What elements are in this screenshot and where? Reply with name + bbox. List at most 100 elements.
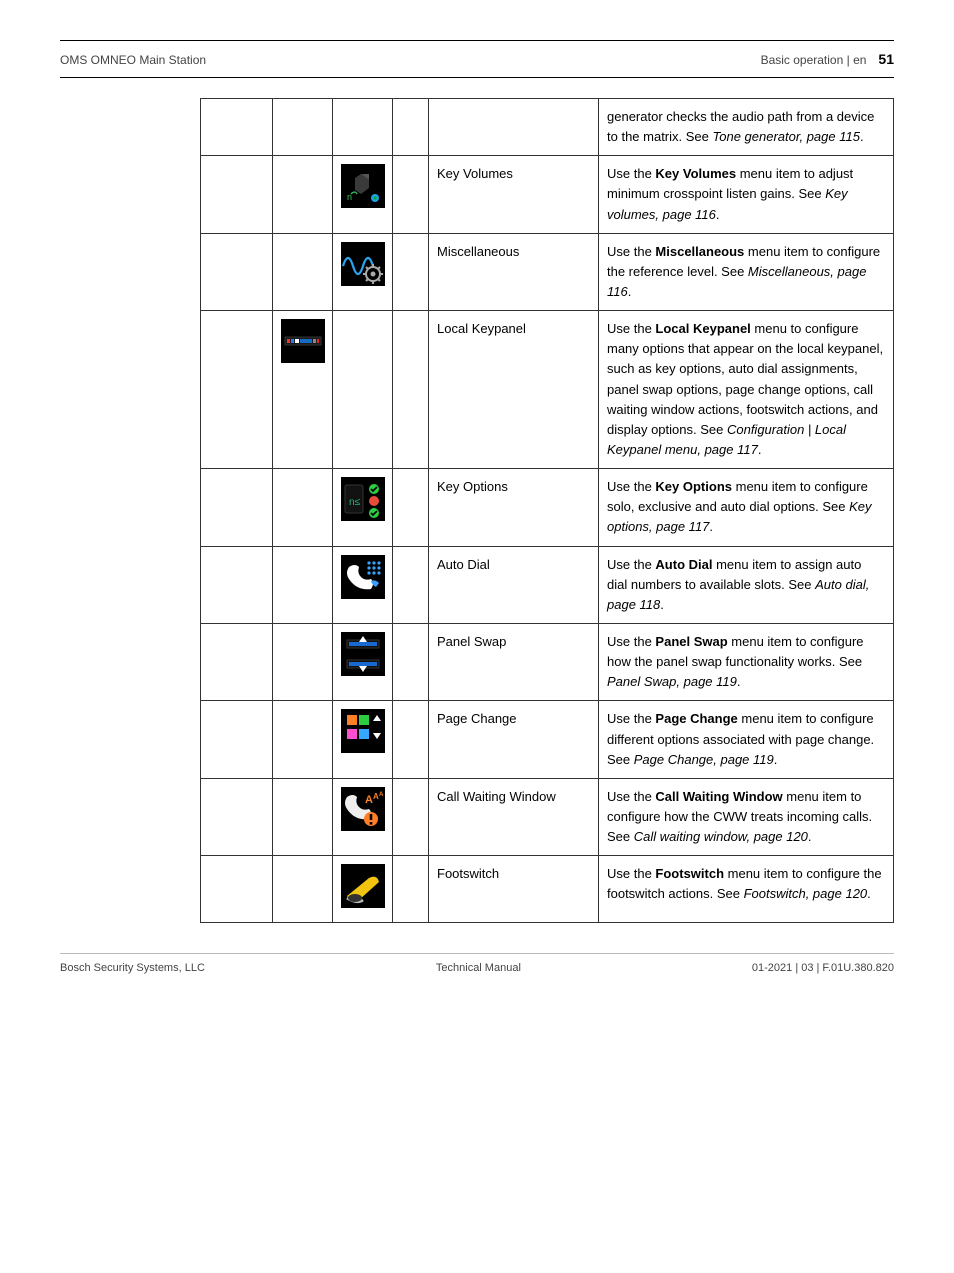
menu-bold: Local Keypanel [655,321,750,336]
top-rule [60,40,894,41]
menu-item-name: Call Waiting Window [429,778,599,855]
table-row: MiscellaneousUse the Miscellaneous menu … [201,233,894,310]
menu-item-description: Use the Key Options menu item to configu… [599,469,894,546]
table-row: n Key VolumesUse the Key Volumes menu it… [201,156,894,233]
indent-cell [393,233,429,310]
indent-cell [273,233,333,310]
table-row: n≤ Key OptionsUse the Key Options menu i… [201,469,894,546]
indent-cell [201,311,273,469]
indent-cell [393,623,429,700]
menu-bold: Key Volumes [655,166,736,181]
menu-item-description: generator checks the audio path from a d… [599,99,894,156]
menu-item-name: Page Change [429,701,599,778]
header-left: OMS OMNEO Main Station [60,53,206,67]
menu-item-description: Use the Auto Dial menu item to assign au… [599,546,894,623]
menu-reference: Auto dial, page 118 [607,577,869,612]
table-row: generator checks the audio path from a d… [201,99,894,156]
indent-cell [201,469,273,546]
footswitch-icon [341,864,385,908]
menu-bold: Miscellaneous [655,244,744,259]
indent-cell [393,778,429,855]
svg-text:A: A [365,794,373,806]
menu-reference: Tone generator, page 115 [713,129,860,144]
indent-cell [393,701,429,778]
indent-cell [201,233,273,310]
menu-item-description: Use the Local Keypanel menu to configure… [599,311,894,469]
key-volumes-icon: n [341,164,385,208]
menu-bold: Panel Swap [655,634,727,649]
indent-cell [333,311,393,469]
page-number: 51 [878,51,894,67]
menu-item-description: Use the Key Volumes menu item to adjust … [599,156,894,233]
indent-cell [201,623,273,700]
svg-text:n≤: n≤ [349,497,361,508]
indent-cell [273,856,333,923]
menu-item-name: Footswitch [429,856,599,923]
menu-bold: Footswitch [655,866,724,881]
indent-cell: A A A [333,778,393,855]
indent-cell [333,623,393,700]
key-options-icon: n≤ [341,477,385,521]
menu-item-description: Use the Page Change menu item to configu… [599,701,894,778]
menu-bold: Page Change [655,711,737,726]
indent-cell [273,99,333,156]
page-header: OMS OMNEO Main Station Basic operation |… [60,51,894,67]
local-keypanel-icon [281,319,325,363]
header-section: Basic operation | en [761,53,867,67]
menu-item-name: Key Options [429,469,599,546]
header-underline [60,77,894,78]
menu-bold: Key Options [655,479,732,494]
menu-item-name: Miscellaneous [429,233,599,310]
menu-reference: Page Change, page 119 [634,752,774,767]
indent-cell [273,469,333,546]
indent-cell [273,701,333,778]
indent-cell [273,623,333,700]
indent-cell [393,99,429,156]
table-row: Auto DialUse the Auto Dial menu item to … [201,546,894,623]
page-footer: Bosch Security Systems, LLC Technical Ma… [60,953,894,974]
content-area: generator checks the audio path from a d… [200,98,894,923]
menu-item-name [429,99,599,156]
menu-item-description: Use the Footswitch menu item to configur… [599,856,894,923]
menu-bold: Auto Dial [655,557,712,572]
menu-reference: Miscellaneous, page 116 [607,264,866,299]
svg-text:A: A [379,792,384,798]
indent-cell [333,701,393,778]
indent-cell [201,856,273,923]
table-row: A A A Call Waiting WindowUse the Call Wa… [201,778,894,855]
menu-item-name: Panel Swap [429,623,599,700]
indent-cell [393,469,429,546]
indent-cell [333,546,393,623]
panel-swap-icon [341,632,385,676]
indent-cell: n≤ [333,469,393,546]
menu-item-description: Use the Miscellaneous menu item to confi… [599,233,894,310]
indent-cell [333,99,393,156]
indent-cell [393,546,429,623]
table-row: Page ChangeUse the Page Change menu item… [201,701,894,778]
call-waiting-icon: A A A [341,787,385,831]
indent-cell [333,233,393,310]
indent-cell [393,856,429,923]
indent-cell [201,99,273,156]
table-row: FootswitchUse the Footswitch menu item t… [201,856,894,923]
page: OMS OMNEO Main Station Basic operation |… [0,0,954,1004]
indent-cell [201,778,273,855]
menu-reference: Key volumes, page 116 [607,186,848,221]
footer-center: Technical Manual [436,962,521,974]
table-row: Local KeypanelUse the Local Keypanel men… [201,311,894,469]
indent-cell [273,546,333,623]
indent-cell [393,311,429,469]
header-right: Basic operation | en 51 [761,51,894,67]
menu-reference: Call waiting window, page 120 [634,829,808,844]
indent-cell: n [333,156,393,233]
indent-cell [273,156,333,233]
menu-item-description: Use the Panel Swap menu item to configur… [599,623,894,700]
menu-reference: Panel Swap, page 119 [607,674,737,689]
indent-cell [333,856,393,923]
menu-table: generator checks the audio path from a d… [200,98,894,923]
indent-cell [201,156,273,233]
misc-icon [341,242,385,286]
table-row: Panel SwapUse the Panel Swap menu item t… [201,623,894,700]
menu-reference: Configuration | Local Keypanel menu, pag… [607,422,846,457]
indent-cell [273,778,333,855]
